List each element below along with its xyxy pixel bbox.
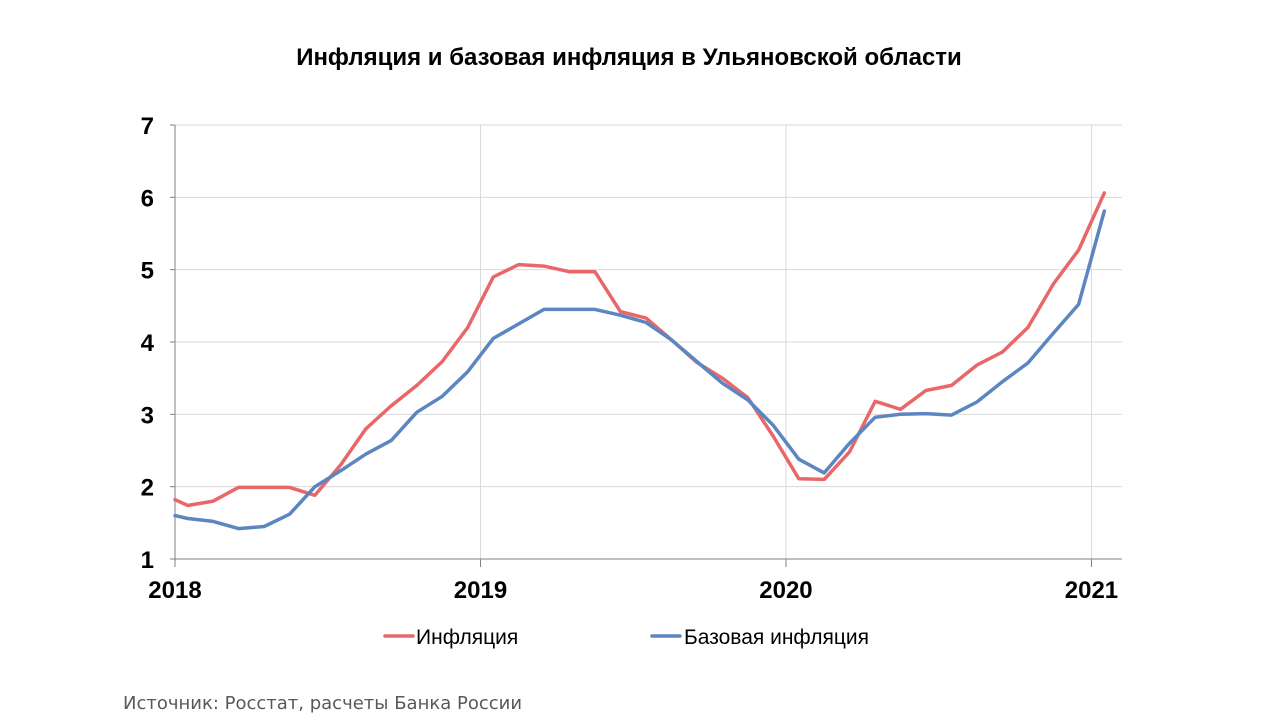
y-tick-label: 2: [141, 475, 154, 502]
legend-label: Инфляция: [416, 626, 518, 649]
y-tick-label: 5: [141, 258, 154, 285]
x-tick-label: 2020: [759, 577, 812, 604]
y-tick-label: 4: [141, 330, 155, 357]
x-tick-label: 2021: [1065, 577, 1118, 604]
axes: 1 2 3 4 5 6 7 2018 2019 2020 2021: [141, 113, 1122, 604]
series-line-core-inflation: [173, 209, 1107, 531]
y-tick-label: 1: [141, 547, 154, 574]
y-tick-label: 7: [141, 113, 154, 140]
series-lines: [173, 191, 1107, 531]
y-tick-label: 6: [141, 185, 154, 212]
legend: Инфляция Базовая инфляция: [383, 626, 869, 649]
grid-lines: [175, 124, 1122, 559]
x-tick-label: 2018: [148, 577, 201, 604]
series-line-inflation: [173, 191, 1107, 508]
source-note: Источник: Росстат, расчеты Банка России: [123, 693, 523, 714]
chart-title: Инфляция и базовая инфляция в Ульяновско…: [296, 44, 962, 71]
legend-label: Базовая инфляция: [684, 626, 869, 649]
x-tick-label: 2019: [454, 577, 507, 604]
y-tick-label: 3: [141, 402, 154, 429]
